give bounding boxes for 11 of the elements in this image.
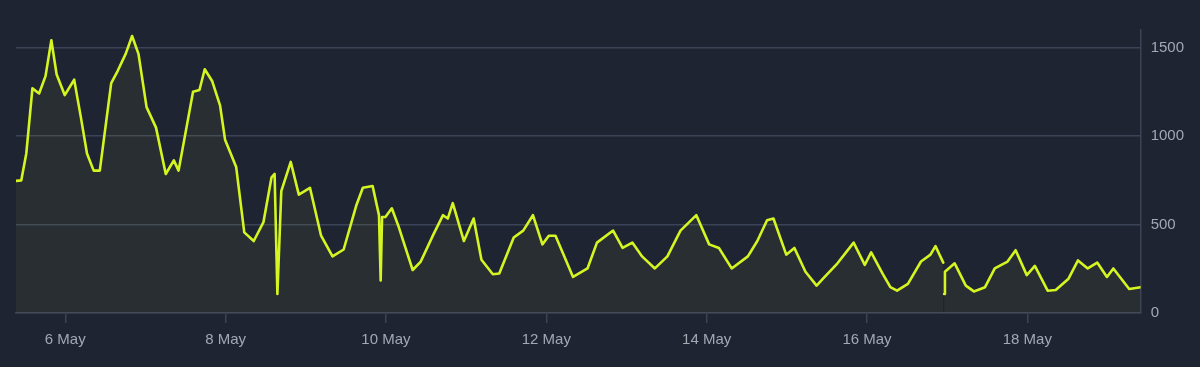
x-tick-label: 6 May xyxy=(44,330,87,348)
x-tick-label: 12 May xyxy=(521,330,572,348)
x-tick-label: 14 May xyxy=(682,330,732,348)
x-tick-label: 18 May xyxy=(1002,330,1053,348)
y-tick-label: 1000 xyxy=(1150,126,1185,144)
y-tick-label: 500 xyxy=(1150,214,1176,232)
x-tick-label: 10 May xyxy=(361,330,412,348)
x-tick-label: 16 May xyxy=(842,330,893,348)
x-tick-label: 8 May xyxy=(205,330,247,348)
y-tick-label: 1500 xyxy=(1150,37,1185,55)
y-tick-label: 0 xyxy=(1150,303,1159,321)
